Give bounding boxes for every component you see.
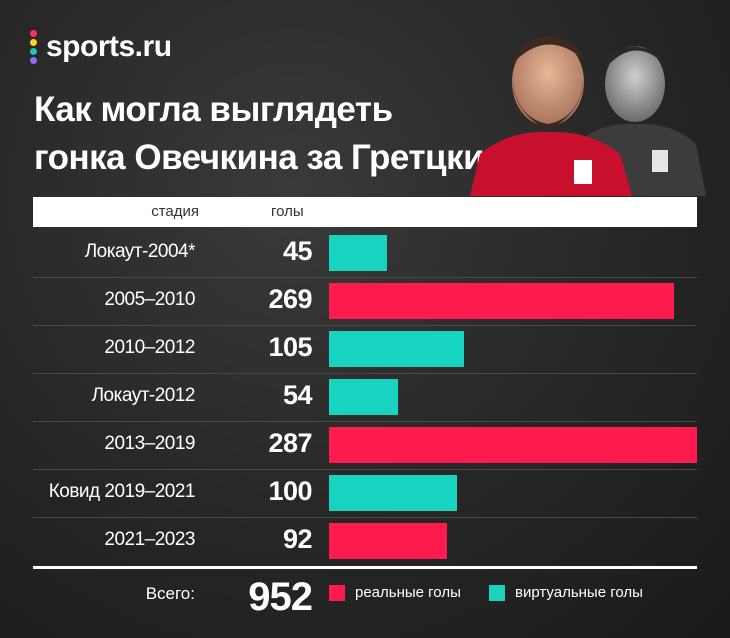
total-value: 952 [248,575,313,619]
tick-label-stage: Локаут-2012 [91,385,196,406]
logo-dot [30,39,37,46]
bar-virtual [329,379,399,415]
row-divider [33,469,697,470]
bar-real [329,523,447,559]
bar-virtual [329,331,464,367]
data-label-goals: 287 [268,428,312,458]
logo-dot [30,57,37,64]
logo-dots-icon [30,30,38,64]
tick-label-stage: 2013–2019 [104,433,195,454]
column-header-goals: голы [271,203,304,220]
tick-label-stage: 2010–2012 [104,337,195,358]
logo-dot [30,30,37,37]
bar-virtual [329,475,458,511]
legend-swatch-virtual [489,584,505,601]
tick-label-stage: 2021–2023 [104,529,195,550]
data-label-goals: 54 [282,380,313,410]
legend-item-virtual: виртуальные голы [489,584,643,601]
brand-name: sports.ru [46,30,172,63]
legend-item-real: реальные голы [329,584,461,601]
data-label-goals: 269 [268,284,312,314]
data-label-goals: 92 [282,524,313,554]
legend-label-real: реальные голы [355,584,461,601]
total-divider [33,566,697,569]
total-label: Всего: [145,584,195,603]
legend-swatch-real [329,584,345,601]
row-divider [33,277,697,278]
column-header-stage: стадия [151,203,199,220]
logo-dot [30,48,37,55]
player-photo-ovechkin-icon [470,36,632,196]
chart-title: Как могла выглядеть гонка Овечкина за Гр… [34,86,554,182]
row-divider [33,517,697,518]
table-header: стадия голы [33,197,697,227]
tick-label-stage: Локаут-2004* [84,241,196,262]
row-divider [33,373,697,374]
title-line-2: гонка Овечкина за Гретцки [34,138,485,177]
tick-label-stage: 2005–2010 [104,289,195,310]
data-label-goals: 105 [268,332,312,362]
legend-label-virtual: виртуальные голы [515,584,643,601]
data-label-goals: 100 [268,476,312,506]
bar-real [329,427,697,463]
row-divider [33,325,697,326]
tick-label-stage: Ковид 2019–2021 [48,481,196,502]
row-divider [33,421,697,422]
brand-logo: sports.ru [30,30,172,64]
data-label-goals: 45 [282,236,313,266]
title-line-1: Как могла выглядеть [34,90,393,129]
bar-virtual [329,235,387,271]
bar-real [329,283,674,319]
